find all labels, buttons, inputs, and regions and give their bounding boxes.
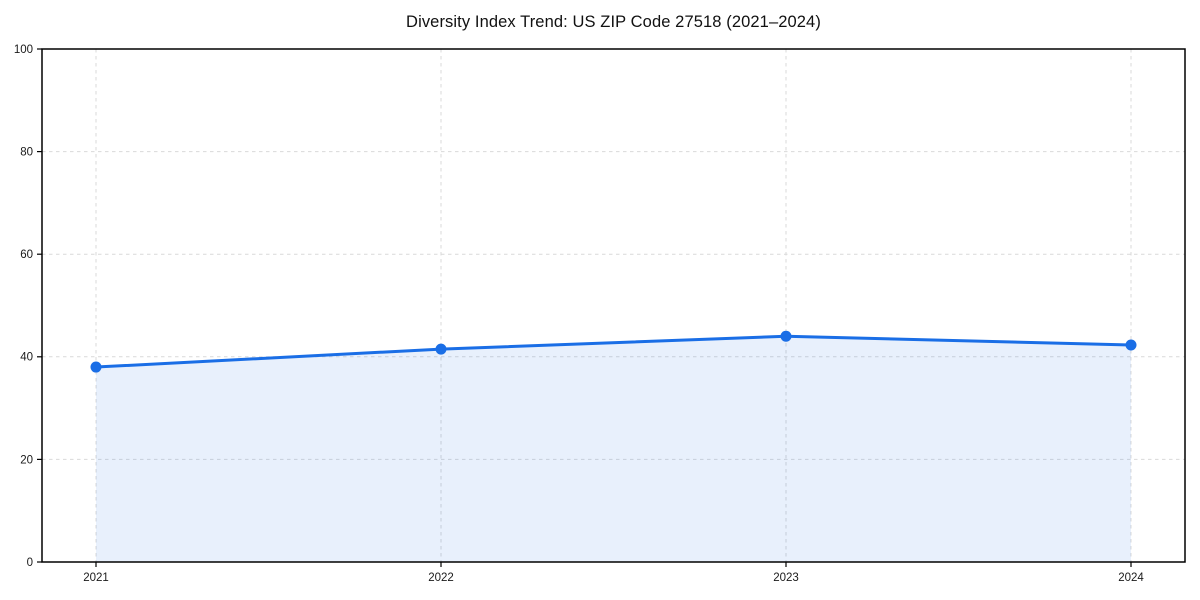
- y-tick-label: 0: [27, 557, 33, 569]
- y-tick-label: 100: [14, 44, 33, 56]
- y-tick-label: 60: [20, 249, 33, 261]
- data-point: [435, 343, 447, 355]
- y-tick-label: 40: [20, 352, 33, 364]
- area-fill: [96, 336, 1131, 562]
- trend-line: [94, 334, 1133, 369]
- data-point: [1125, 339, 1137, 351]
- data-point: [90, 361, 102, 373]
- data-point: [780, 330, 792, 342]
- x-tick-label: 2021: [83, 572, 109, 584]
- y-tick-label: 80: [20, 147, 33, 159]
- x-tick-label: 2024: [1118, 572, 1144, 584]
- x-tick-label: 2023: [773, 572, 799, 584]
- chart-title: Diversity Index Trend: US ZIP Code 27518…: [406, 13, 821, 31]
- x-tick-label: 2022: [428, 572, 454, 584]
- axes-frame: [41, 48, 1186, 563]
- y-tick-label: 20: [20, 454, 33, 466]
